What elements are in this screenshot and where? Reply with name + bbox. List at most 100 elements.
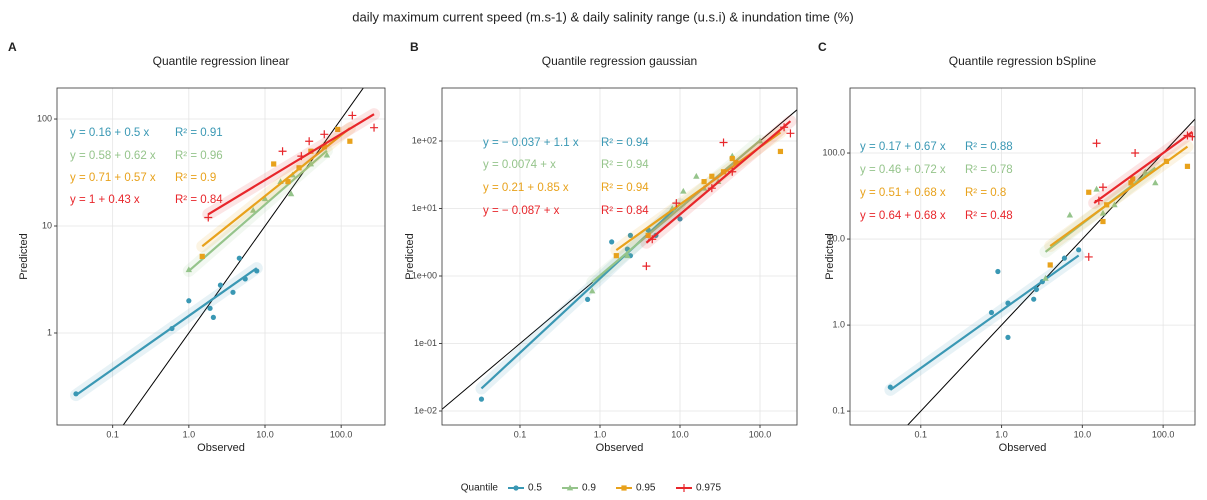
fit-line (1049, 145, 1189, 247)
fit-line (201, 127, 351, 248)
r2-label: R² = 0.94 (601, 159, 649, 171)
panel-title: Quantile regression linear (153, 54, 290, 68)
point (627, 232, 634, 238)
y-tick-label: 1 (47, 327, 52, 337)
y-tick-label: 1e+02 (412, 135, 437, 145)
point (1098, 183, 1107, 192)
y-tick-label: 1e+01 (412, 203, 437, 213)
plot-border (56, 87, 386, 426)
point (230, 289, 236, 295)
point (210, 314, 216, 320)
r2-label: R² = 0.84 (175, 194, 223, 206)
x-tick-label: 10.0 (256, 429, 274, 439)
equation-label: y = 0.64 + 0.68 x (860, 210, 946, 222)
point (285, 179, 291, 185)
x-tick-label: 10.0 (671, 429, 689, 439)
point (680, 187, 687, 194)
y-tick-label: 1e-01 (414, 338, 437, 348)
equation-label: y = 0.0074 + x (483, 159, 556, 171)
y-tick-label: 100 (37, 113, 52, 123)
point (1099, 209, 1107, 216)
y-tick-label: 10.0 (827, 233, 845, 243)
plot-border (441, 87, 798, 426)
y-tick-label: 100.0 (822, 147, 845, 157)
fit-line (75, 267, 258, 397)
point (645, 232, 651, 238)
x-tick-label: 10.0 (1074, 429, 1092, 439)
point (199, 253, 205, 259)
r2-label: R² = 0.88 (965, 141, 1013, 153)
plot-background (850, 88, 1195, 425)
point (609, 239, 615, 245)
point (1128, 180, 1134, 186)
point (613, 253, 619, 259)
x-tick-label: 0.1 (514, 429, 527, 439)
point (988, 309, 995, 316)
point (1111, 201, 1118, 208)
fit-line (1093, 130, 1194, 204)
point (348, 111, 357, 120)
panel-title: Quantile regression bSpline (949, 54, 1097, 68)
point (204, 213, 213, 222)
point (693, 172, 700, 179)
legend-key (680, 484, 688, 492)
fit-line (188, 149, 328, 272)
point (1184, 163, 1191, 169)
x-tick-label: 1.0 (594, 429, 607, 439)
fit-line (889, 254, 1080, 391)
point (777, 148, 784, 155)
point (1031, 296, 1037, 302)
y-tick-label: 1e-02 (414, 405, 437, 415)
legend-key (566, 484, 574, 491)
r2-label: R² = 0.96 (175, 150, 223, 162)
point (335, 126, 341, 132)
equation-label: y = − 0.087 + x (483, 205, 560, 217)
r2-label: R² = 0.91 (175, 127, 223, 139)
r2-label: R² = 0.84 (601, 205, 649, 217)
point (478, 396, 485, 402)
fit-line (207, 113, 375, 216)
equation-label: y = 0.58 + 0.62 x (70, 150, 156, 162)
point (709, 173, 715, 179)
point (1086, 189, 1092, 195)
x-tick-label: 0.1 (915, 429, 928, 439)
point (1033, 286, 1040, 292)
figure-title: daily maximum current speed (m.s-1) & da… (352, 9, 853, 24)
legend-label: 0.5 (528, 483, 542, 494)
point (1188, 132, 1195, 141)
r2-label: R² = 0.78 (965, 164, 1013, 176)
point (305, 137, 314, 146)
y-axis-label: Predicted (18, 233, 30, 279)
legend-label: 0.95 (636, 483, 656, 494)
r2-label: R² = 0.9 (175, 172, 216, 184)
y-tick-label: 10 (42, 220, 52, 230)
legend-label: 0.9 (582, 483, 596, 494)
equation-label: y = 0.46 + 0.72 x (860, 164, 946, 176)
point (1061, 255, 1068, 261)
point (321, 144, 327, 150)
x-axis-label: Observed (596, 442, 644, 454)
point (995, 268, 1001, 275)
point (271, 161, 277, 167)
point (370, 123, 379, 132)
equation-label: y = 1 + 0.43 x (70, 194, 140, 206)
panel-letter: B (410, 40, 419, 54)
point (320, 130, 329, 139)
x-tick-label: 100.0 (1152, 429, 1175, 439)
equation-label: y = 0.16 + 0.5 x (70, 127, 150, 139)
y-tick-label: 0.1 (832, 406, 845, 416)
x-tick-label: 1.0 (995, 429, 1008, 439)
y-tick-label: 1.0 (832, 319, 845, 329)
equation-label: y = − 0.037 + 1.1 x (483, 137, 579, 149)
point (589, 287, 596, 294)
r2-label: R² = 0.94 (601, 182, 649, 194)
point (719, 138, 728, 147)
panel-letter: A (8, 40, 17, 54)
point (1130, 176, 1136, 182)
point (1152, 179, 1159, 186)
plot-layer (69, 88, 381, 425)
x-tick-label: 0.1 (106, 429, 119, 439)
point (1093, 185, 1100, 192)
point (261, 195, 269, 202)
point (323, 151, 331, 158)
